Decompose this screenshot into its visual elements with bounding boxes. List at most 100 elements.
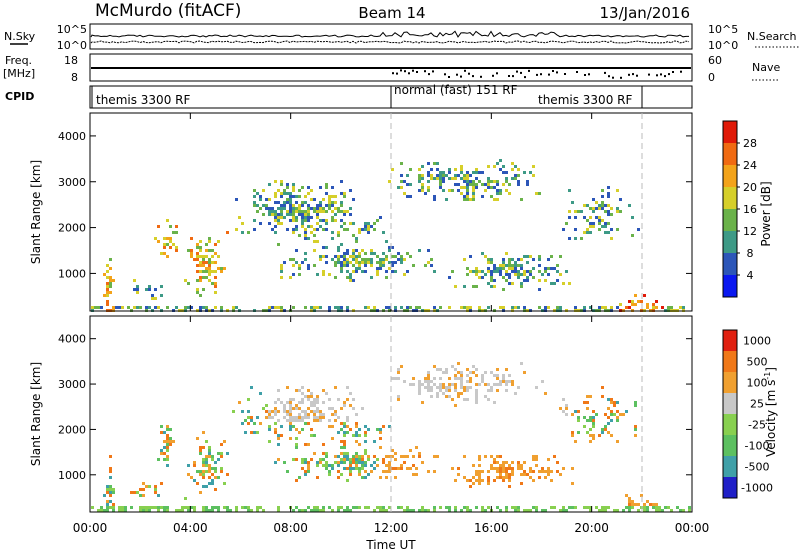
heatmap-cell — [325, 455, 328, 458]
heatmap-cell — [499, 467, 502, 470]
heatmap-cell — [571, 413, 574, 416]
heatmap-cell — [265, 410, 268, 413]
heatmap-cell — [358, 470, 361, 473]
heatmap-cell — [313, 416, 316, 419]
heatmap-cell — [352, 458, 355, 461]
heatmap-cell — [349, 392, 352, 395]
heatmap-cell — [316, 398, 319, 401]
heatmap-cell — [256, 416, 259, 419]
heatmap-cell — [400, 174, 403, 177]
heatmap-cell — [514, 261, 517, 264]
heatmap-cell — [358, 443, 361, 446]
heatmap-cell — [202, 276, 205, 279]
heatmap-cell — [169, 428, 172, 431]
heatmap-cell — [268, 210, 271, 213]
heatmap-cell — [328, 470, 331, 473]
heatmap-cell — [634, 401, 637, 404]
heatmap-cell — [532, 479, 535, 482]
heatmap-cell — [571, 431, 574, 434]
heatmap-cell — [433, 509, 436, 512]
heatmap-cell — [508, 464, 511, 467]
heatmap-cell — [322, 228, 325, 231]
heatmap-cell — [589, 306, 592, 309]
heatmap-cell — [457, 174, 460, 177]
heatmap-cell — [493, 267, 496, 270]
heatmap-cell — [478, 383, 481, 386]
heatmap-cell — [439, 383, 442, 386]
heatmap-cell — [397, 186, 400, 189]
heatmap-cell — [331, 219, 334, 222]
heatmap-cell — [331, 231, 334, 234]
heatmap-cell — [220, 267, 223, 270]
heatmap-cell — [490, 261, 493, 264]
heatmap-cell — [196, 270, 199, 273]
heatmap-cell — [598, 207, 601, 210]
colorbar-segment — [723, 435, 737, 456]
heatmap-cell — [646, 306, 649, 309]
heatmap-cell — [148, 485, 151, 488]
heatmap-cell — [346, 210, 349, 213]
heatmap-cell — [499, 383, 502, 386]
heatmap-cell — [430, 264, 433, 267]
heatmap-cell — [493, 401, 496, 404]
heatmap-cell — [217, 452, 220, 455]
heatmap-cell — [214, 506, 217, 509]
heatmap-cell — [466, 189, 469, 192]
heatmap-cell — [208, 476, 211, 479]
heatmap-cell — [457, 371, 460, 374]
heatmap-cell — [316, 407, 319, 410]
heatmap-cell — [487, 165, 490, 168]
heatmap-cell — [496, 506, 499, 509]
heatmap-cell — [160, 452, 163, 455]
heatmap-cell — [343, 261, 346, 264]
heatmap-cell — [427, 509, 430, 512]
heatmap-cell — [301, 419, 304, 422]
heatmap-cell — [166, 434, 169, 437]
heatmap-cell — [307, 267, 310, 270]
heatmap-cell — [289, 213, 292, 216]
heatmap-cell — [478, 458, 481, 461]
heatmap-cell — [466, 198, 469, 201]
heatmap-cell — [268, 413, 271, 416]
heatmap-cell — [550, 255, 553, 258]
heatmap-cell — [247, 416, 250, 419]
heatmap-cell — [478, 470, 481, 473]
heatmap-cell — [538, 270, 541, 273]
colorbar-segment — [723, 231, 737, 253]
heatmap-cell — [226, 506, 229, 509]
heatmap-cell — [466, 186, 469, 189]
heatmap-cell — [544, 509, 547, 512]
heatmap-cell — [391, 467, 394, 470]
heatmap-cell — [604, 428, 607, 431]
heatmap-cell — [574, 210, 577, 213]
heatmap-cell — [472, 195, 475, 198]
nsearch-series — [90, 40, 690, 44]
heatmap-cell — [331, 186, 334, 189]
heatmap-cell — [520, 285, 523, 288]
heatmap-cell — [331, 407, 334, 410]
heatmap-cell — [418, 383, 421, 386]
heatmap-cell — [340, 440, 343, 443]
heatmap-cell — [337, 306, 340, 309]
heatmap-cell — [448, 506, 451, 509]
heatmap-cell — [508, 473, 511, 476]
y-tick-label: 4000 — [58, 130, 86, 143]
heatmap-cell — [202, 470, 205, 473]
heatmap-cell — [406, 506, 409, 509]
heatmap-cell — [364, 434, 367, 437]
heatmap-cell — [319, 509, 322, 512]
heatmap-cell — [328, 207, 331, 210]
heatmap-cell — [346, 467, 349, 470]
heatmap-cell — [343, 422, 346, 425]
nave-tick-top: 60 — [708, 54, 722, 67]
heatmap-cell — [370, 225, 373, 228]
heatmap-cell — [625, 506, 628, 509]
heatmap-cell — [340, 243, 343, 246]
heatmap-cell — [436, 368, 439, 371]
heatmap-cell — [409, 306, 412, 309]
heatmap-cell — [340, 264, 343, 267]
heatmap-cell — [109, 494, 112, 497]
heatmap-cell — [337, 258, 340, 261]
heatmap-cell — [406, 195, 409, 198]
heatmap-cell — [211, 261, 214, 264]
